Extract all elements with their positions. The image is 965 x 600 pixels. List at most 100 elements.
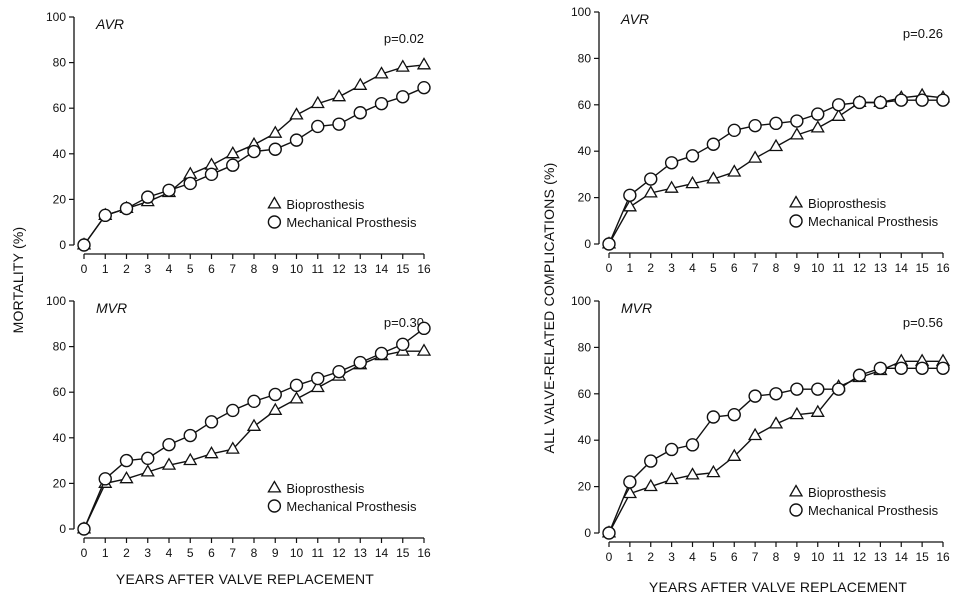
x-tick-label: 2 [123,262,130,276]
x-tick-label: 3 [668,550,675,564]
data-point-circle [748,389,762,403]
x-tick-label: 16 [936,261,950,275]
legend-marker-circle [789,214,803,228]
data-point-circle [602,526,616,540]
data-point-circle [417,321,431,336]
data-point-triangle [119,470,134,484]
x-tick-label: 14 [375,262,389,276]
y-tick-label: 80 [578,340,592,354]
y-tick-label: 100 [571,5,591,19]
data-point-triangle [643,478,658,492]
x-tick-label: 16 [417,546,431,560]
legend: Bioprosthesis Mechanical Prosthesis [267,196,417,230]
panel-title: AVR [620,11,649,27]
x-tick-label: 8 [773,261,780,275]
x-tick-label: 12 [853,261,867,275]
series-mechanical-prosthesis [602,361,950,540]
y-tick-label: 60 [578,387,592,401]
x-tick-label: 7 [752,261,759,275]
x-tick-label: 7 [229,546,236,560]
data-point-circle [332,117,346,131]
p-value-annotation: p=0.02 [384,31,424,46]
x-tick-label: 13 [354,262,368,276]
data-point-circle [119,453,134,468]
data-point-circle [183,428,197,443]
x-tick-label: 1 [102,262,109,276]
legend-label: Mechanical Prosthesis [808,214,939,229]
data-point-circle [289,378,304,393]
x-tick-label: 3 [668,261,675,275]
legend-label: Mechanical Prosthesis [286,215,417,230]
data-point-triangle [768,416,784,429]
legend-marker-triangle [267,480,282,493]
data-point-triangle [225,441,240,454]
p-value-annotation: p=0.26 [903,26,943,41]
data-point-triangle [664,471,679,485]
x-tick-label: 6 [731,550,738,564]
x-tick-label: 2 [123,546,130,560]
x-tick-label: 9 [794,550,801,564]
data-point-triangle [416,57,432,70]
legend-label: Bioprosthesis [808,196,887,211]
data-point-triangle [395,59,410,72]
x-tick-label: 13 [874,550,888,564]
x-tick-label: 10 [811,261,825,275]
series-mechanical-prosthesis [602,93,950,251]
data-point-circle [141,451,155,466]
data-point-circle [706,137,721,151]
data-point-triangle [706,464,721,478]
data-point-circle [852,368,867,382]
data-point-circle [727,407,741,422]
x-tick-label: 0 [81,262,88,276]
data-point-triangle [204,445,219,459]
data-point-circle [374,96,389,111]
y-tick-label: 0 [584,237,591,251]
y-tick-label: 60 [53,385,67,399]
x-tick-label: 10 [811,550,825,564]
data-point-triangle [747,150,763,163]
series-mechanical-prosthesis [77,80,431,252]
right-x-axis-label: YEARS AFTER VALVE REPLACEMENT [649,579,907,595]
data-point-circle [894,93,908,107]
x-tick-label: 1 [102,546,109,560]
x-tick-label: 12 [332,262,346,276]
data-point-triangle [353,77,368,90]
y-tick-label: 100 [46,10,66,24]
data-point-circle [417,80,431,95]
x-tick-label: 1 [627,550,634,564]
x-tick-label: 0 [81,546,88,560]
data-point-circle [811,107,825,121]
x-tick-label: 0 [606,550,613,564]
x-tick-label: 6 [731,261,738,275]
legend-marker-triangle [788,484,804,497]
data-point-circle [183,176,197,191]
data-point-circle [226,403,240,418]
y-tick-label: 40 [53,147,67,161]
x-tick-label: 4 [166,262,173,276]
legend: Bioprosthesis Mechanical Prosthesis [788,195,939,229]
panel-title: MVR [621,300,652,316]
x-tick-label: 14 [895,550,909,564]
data-point-triangle [374,66,389,79]
data-point-circle [915,361,929,375]
data-point-circle [831,382,846,396]
x-tick-label: 8 [773,550,780,564]
data-point-circle [602,237,616,251]
x-tick-label: 11 [312,262,325,276]
legend-label: Bioprosthesis [808,485,887,500]
x-tick-label: 5 [187,262,194,276]
data-point-triangle [747,427,763,441]
x-tick-label: 11 [832,261,845,275]
data-point-circle [98,472,112,486]
data-point-triangle [664,180,679,193]
data-point-triangle [416,343,432,356]
x-tick-label: 11 [832,550,845,564]
data-point-triangle [622,199,638,212]
x-tick-label: 9 [272,546,279,560]
y-tick-label: 20 [578,480,592,494]
x-tick-label: 15 [915,261,929,275]
left-y-axis-label: MORTALITY (%) [10,227,26,334]
